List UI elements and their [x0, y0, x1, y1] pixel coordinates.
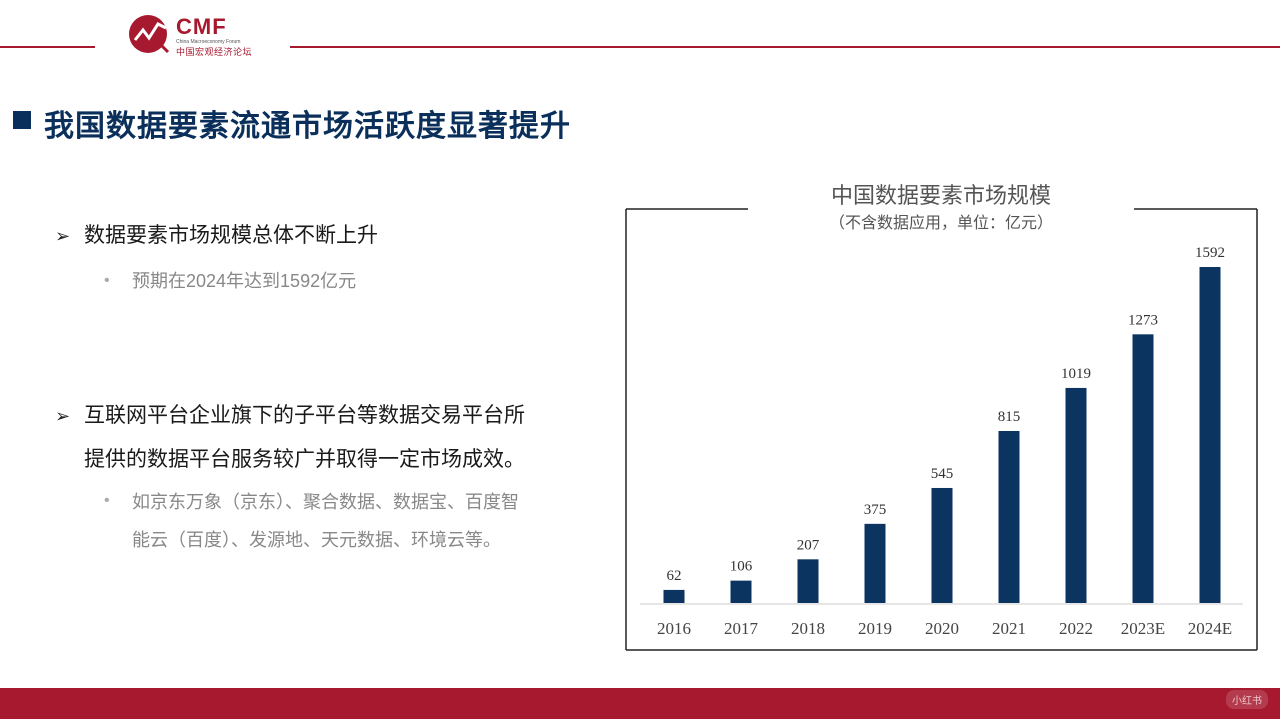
data-label: 207: [797, 537, 820, 553]
data-label: 106: [730, 559, 753, 575]
bullet-arrow-icon: ➢: [55, 226, 71, 246]
logo-emblem-icon: [129, 15, 170, 54]
x-tick-label: 2019: [858, 619, 892, 638]
title-marker-icon: [13, 111, 31, 129]
data-label: 1592: [1195, 245, 1225, 261]
data-label: 375: [864, 502, 887, 518]
x-tick-label: 2023E: [1121, 619, 1165, 638]
bar-2024E: [1199, 267, 1221, 603]
bar-2019: [864, 523, 886, 603]
bullet-arrow-icon: ➢: [55, 406, 71, 426]
data-label: 1273: [1128, 312, 1158, 328]
bar-2023E: [1132, 334, 1154, 603]
bar-2017: [730, 580, 752, 603]
header-rule-right: [290, 46, 1280, 48]
chart-frame: [625, 208, 1258, 651]
data-label: 1019: [1061, 366, 1091, 382]
data-label: 62: [667, 568, 682, 584]
sub-bullet-text: 能云（百度）、发源地、天元数据、环境云等。: [132, 530, 501, 550]
bars-group: 62 2016 106 2017 207 2018 375 2019 545 2020 815 202…: [657, 245, 1232, 638]
x-tick-label: 2017: [724, 619, 759, 638]
data-label: 815: [998, 409, 1021, 425]
bar-2020: [931, 487, 953, 603]
page-title: 我国数据要素流通市场活跃度显著提升: [44, 110, 571, 143]
header-rule-left: [0, 46, 95, 48]
bar-2022: [1065, 387, 1087, 603]
bar-2018: [797, 559, 819, 603]
x-tick-label: 2018: [791, 619, 825, 638]
bullet-text: 提供的数据平台服务较广并取得一定市场成效。: [84, 448, 525, 471]
data-label: 545: [931, 466, 954, 482]
sub-bullet-dot-icon: •: [104, 492, 110, 509]
watermark: 小红书: [1226, 690, 1268, 709]
chart-title: 中国数据要素市场规模: [831, 183, 1051, 208]
bar-2016: [663, 589, 685, 603]
bar-2021: [998, 430, 1020, 603]
x-tick-label: 2021: [992, 619, 1026, 638]
bullet-text: 数据要素市场规模总体不断上升: [84, 224, 378, 247]
logo-wordmark: CMF: [176, 14, 227, 39]
sub-bullet-text: 如京东万象（京东）、聚合数据、数据宝、百度智: [132, 492, 519, 512]
logo-subtitle-cn: 中国宏观经济论坛: [176, 47, 253, 57]
x-tick-label: 2022: [1059, 619, 1093, 638]
sub-bullet-dot-icon: •: [104, 272, 110, 289]
cmf-logo: CMF China Macroeconomy Forum 中国宏观经济论坛: [128, 12, 268, 57]
sub-bullet-text: 预期在2024年达到1592亿元: [132, 271, 357, 291]
x-tick-label: 2016: [657, 619, 691, 638]
chart-subtitle: （不含数据应用，单位：亿元）: [829, 213, 1053, 232]
x-tick-label: 2024E: [1188, 619, 1232, 638]
footer-bar: [0, 688, 1280, 719]
logo-subtitle-en: China Macroeconomy Forum: [176, 39, 241, 45]
x-tick-label: 2020: [925, 619, 959, 638]
bullet-text: 互联网平台企业旗下的子平台等数据交易平台所: [84, 404, 525, 427]
